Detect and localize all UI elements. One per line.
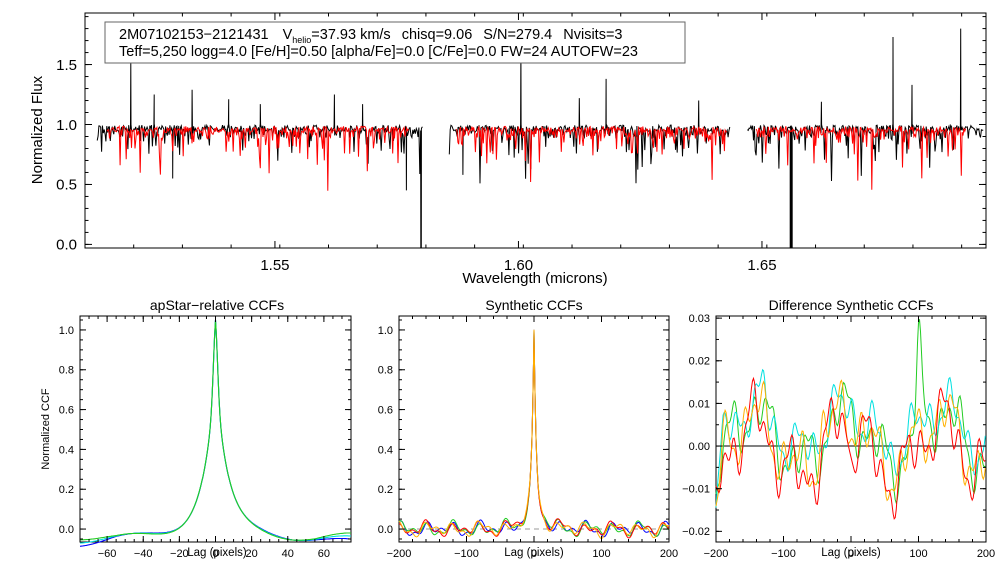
model-spectrum-chip-2 — [455, 125, 728, 183]
diff-ccf-ytick-label: 0.01 — [689, 398, 710, 410]
spectrum-ytick-label: 1.0 — [56, 117, 77, 134]
diff-ccf-series-2 — [715, 368, 986, 508]
spectrum-ytick-label: 0.5 — [56, 177, 77, 194]
synthetic-ccf-series-4 — [398, 329, 670, 540]
diff-ccf-xtick-label: 100 — [909, 548, 927, 560]
synthetic-ccf-ytick-label: 0.8 — [378, 365, 393, 377]
apstar-ccf-xtick-label: −60 — [98, 548, 117, 560]
apstar-ccf-ytick-label: 1.0 — [59, 325, 74, 337]
spectrum-panel: 1.55 1.60 1.65 0.0 0.5 1.0 1.5 2M07102153−2121… — [29, 12, 987, 287]
vhelio-subscript: helio — [292, 35, 311, 45]
apstar-ccf-panel: apStar−relative CCFs −60 −40 −20 0 20 40 60 0.0… — [40, 297, 352, 560]
apstar-ccf-xtick-label: 40 — [282, 548, 294, 560]
sn-value: S/N=279.4 — [483, 27, 552, 43]
diff-ccf-panel: Difference Synthetic CCFs −200 −100 0 100 20… — [682, 297, 995, 560]
apstar-ccf-xtick-label: 20 — [246, 548, 258, 560]
annotation-line-2: Teff=5,250 logg=4.0 [Fe/H]=0.50 [alpha/F… — [119, 44, 638, 60]
spectrum-plot-area — [96, 28, 984, 248]
observed-spectrum-chip-1 — [96, 62, 423, 245]
diff-ccf-xlabel: Lag (pixels) — [821, 547, 881, 559]
apstar-ccf-ytick-label: 0.4 — [59, 444, 74, 456]
annotation-line-1: 2M07102153−2121431 Vhelio=37.93 km/s chi… — [119, 27, 623, 45]
chisq-value: chisq=9.06 — [402, 27, 473, 43]
apstar-ccf-xtick-label: 60 — [318, 548, 330, 560]
synthetic-ccf-xlabel: Lag (pixels) — [504, 547, 564, 559]
vhelio-value: =37.93 km/s — [311, 27, 390, 43]
synthetic-ccf-ytick-label: 0.2 — [378, 484, 393, 496]
spectrum-xlabel: Wavelength (microns) — [462, 270, 607, 287]
synthetic-ccf-ytick-label: 0.0 — [378, 524, 393, 536]
observed-spectrum-chip-2 — [448, 48, 731, 184]
apstar-ccf-ytick-label: 0.2 — [59, 484, 74, 496]
apstar-ccf-plot-area — [79, 319, 352, 547]
diff-ccf-xtick-label: 0 — [848, 548, 854, 560]
apstar-ccf-ytick-label: 0.6 — [59, 404, 74, 416]
apstar-ccf-axes: −60 −40 −20 0 20 40 60 0.0 0.2 0.4 0.6 0.8 1.0 — [59, 316, 352, 560]
diff-ccf-series-3 — [715, 379, 986, 507]
apstar-ccf-title: apStar−relative CCFs — [150, 297, 284, 313]
synthetic-ccf-plot-area — [398, 329, 670, 540]
apstar-ccf-xtick-label: −20 — [170, 548, 189, 560]
diff-ccf-frame — [715, 315, 987, 543]
apstar-ccf-xtick-label: 0 — [212, 548, 218, 560]
apstar-ccf-xlabel: Lag (pixels) — [187, 547, 247, 559]
apstar-ccf-ylabel: Normalized CCF — [40, 388, 52, 470]
nvisits-value: Nvisits=3 — [563, 27, 622, 43]
synthetic-ccf-xtick-label: 200 — [660, 548, 678, 560]
diff-ccf-plot-area — [715, 319, 986, 520]
observed-spectrum-chip-3 — [747, 28, 984, 245]
apstar-ccf-ytick-label: 0.0 — [59, 524, 74, 536]
spectrum-xtick-label: 1.65 — [747, 257, 776, 274]
spectrum-ytick-label: 1.5 — [56, 57, 77, 74]
diff-ccf-title: Difference Synthetic CCFs — [769, 297, 934, 313]
synthetic-ccf-xtick-label: −100 — [454, 548, 479, 560]
diff-ccf-ytick-label: −0.02 — [682, 526, 710, 538]
spectrum-ytick-label: 0.0 — [56, 237, 77, 254]
spectrum-xtick-label: 1.60 — [504, 257, 533, 274]
diff-ccf-xtick-label: 200 — [977, 548, 995, 560]
synthetic-ccf-panel: Synthetic CCFs −200 −100 0 100 200 0.0 0.2 0.4 0… — [378, 297, 678, 560]
synthetic-ccf-axes: −200 −100 0 100 200 0.0 0.2 0.4 0.6 0.8 1.0 — [378, 316, 678, 560]
diff-ccf-axes: −200 −100 0 100 200 −0.02 −0.01 0.00 0.01 0.02 0.0… — [682, 313, 995, 560]
diff-ccf-xtick-label: −100 — [771, 548, 796, 560]
synthetic-ccf-ytick-label: 1.0 — [378, 325, 393, 337]
apstar-ccf-frame — [79, 315, 352, 543]
model-spectrum-chip-1 — [106, 124, 409, 191]
apstar-ccf-ytick-label: 0.8 — [59, 365, 74, 377]
synthetic-ccf-ytick-label: 0.4 — [378, 444, 393, 456]
synthetic-ccf-ytick-label: 0.6 — [378, 404, 393, 416]
apstar-ccf-series-1 — [79, 319, 352, 547]
model-spectrum-chip-3 — [755, 125, 967, 190]
apstar-ccf-xtick-label: −40 — [134, 548, 153, 560]
spectrum-ylabel: Normalized Flux — [29, 75, 46, 184]
diff-ccf-xtick-label: −200 — [704, 548, 729, 560]
synthetic-ccf-title: Synthetic CCFs — [485, 297, 582, 313]
apstar-ccf-series-3 — [80, 319, 351, 541]
synthetic-ccf-xtick-label: 100 — [592, 548, 610, 560]
diff-ccf-series-4 — [715, 376, 986, 520]
vhelio-label: V — [283, 27, 293, 43]
star-id: 2M07102153−2121431 — [119, 27, 269, 43]
diff-ccf-ytick-label: 0.02 — [689, 356, 710, 368]
diff-ccf-ytick-label: −0.01 — [682, 484, 710, 496]
diff-ccf-ytick-label: 0.00 — [689, 441, 710, 453]
synthetic-ccf-xtick-label: −200 — [387, 548, 412, 560]
spectrum-xtick-label: 1.55 — [260, 257, 289, 274]
synthetic-ccf-xtick-label: 0 — [531, 548, 537, 560]
spectrum-axes: 1.55 1.60 1.65 0.0 0.5 1.0 1.5 — [56, 13, 986, 274]
diff-ccf-series-1 — [715, 319, 986, 505]
annotation-box — [104, 21, 686, 64]
spectrum-frame — [84, 12, 987, 249]
apstar-ccf-series-2 — [79, 319, 351, 544]
diff-ccf-ytick-label: 0.03 — [689, 313, 710, 325]
